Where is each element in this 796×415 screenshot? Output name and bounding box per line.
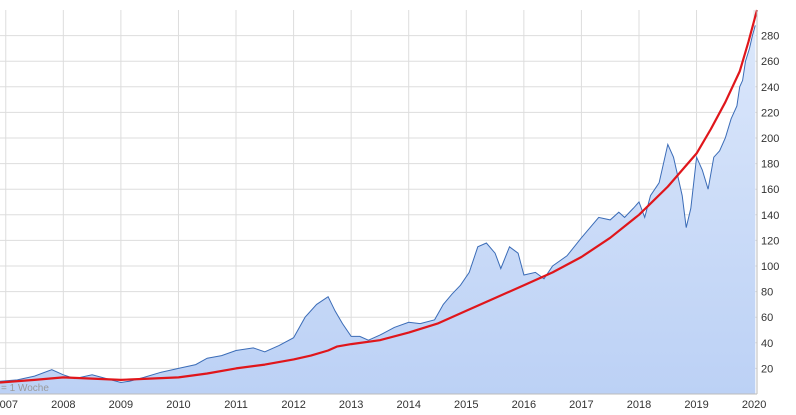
y-tick-label: 20	[761, 363, 773, 375]
trend-series	[0, 9, 759, 384]
x-tick-label: 2010	[166, 399, 190, 411]
x-tick-label: 2016	[512, 399, 536, 411]
y-tick-label: 200	[761, 133, 779, 145]
x-tick-label: 2015	[454, 399, 478, 411]
y-tick-label: 280	[761, 31, 779, 43]
interval-note: = 1 Woche	[1, 383, 49, 394]
x-tick-label: 2017	[569, 399, 593, 411]
x-tick-label: 2020	[742, 399, 766, 411]
price-line	[0, 25, 756, 384]
y-tick-label: 140	[761, 210, 779, 222]
trend-line	[0, 9, 759, 384]
x-tick-label: 2014	[396, 399, 420, 411]
x-tick-label: 2012	[281, 399, 305, 411]
x-tick-label: 2011	[224, 399, 248, 411]
y-tick-label: 40	[761, 338, 773, 350]
y-tick-label: 220	[761, 107, 779, 119]
y-tick-label: 180	[761, 159, 779, 171]
y-tick-label: 260	[761, 56, 779, 68]
y-tick-label: 80	[761, 287, 773, 299]
y-tick-label: 160	[761, 184, 779, 196]
y-tick-label: 60	[761, 312, 773, 324]
price-series	[0, 25, 756, 395]
x-tick-label: 2018	[627, 399, 651, 411]
x-tick-label: 2007	[0, 399, 18, 411]
y-tick-label: 100	[761, 261, 779, 273]
x-tick-label: 2019	[684, 399, 708, 411]
x-tick-label: 2008	[51, 399, 75, 411]
x-tick-label: 2013	[339, 399, 363, 411]
price-area	[0, 25, 756, 395]
y-tick-label: 240	[761, 82, 779, 94]
y-tick-label: 120	[761, 235, 779, 247]
x-tick-label: 2009	[109, 399, 133, 411]
axes: 20 40 60 80 100 120 140 160 180 200 220 240 260 280 20…	[0, 10, 779, 411]
